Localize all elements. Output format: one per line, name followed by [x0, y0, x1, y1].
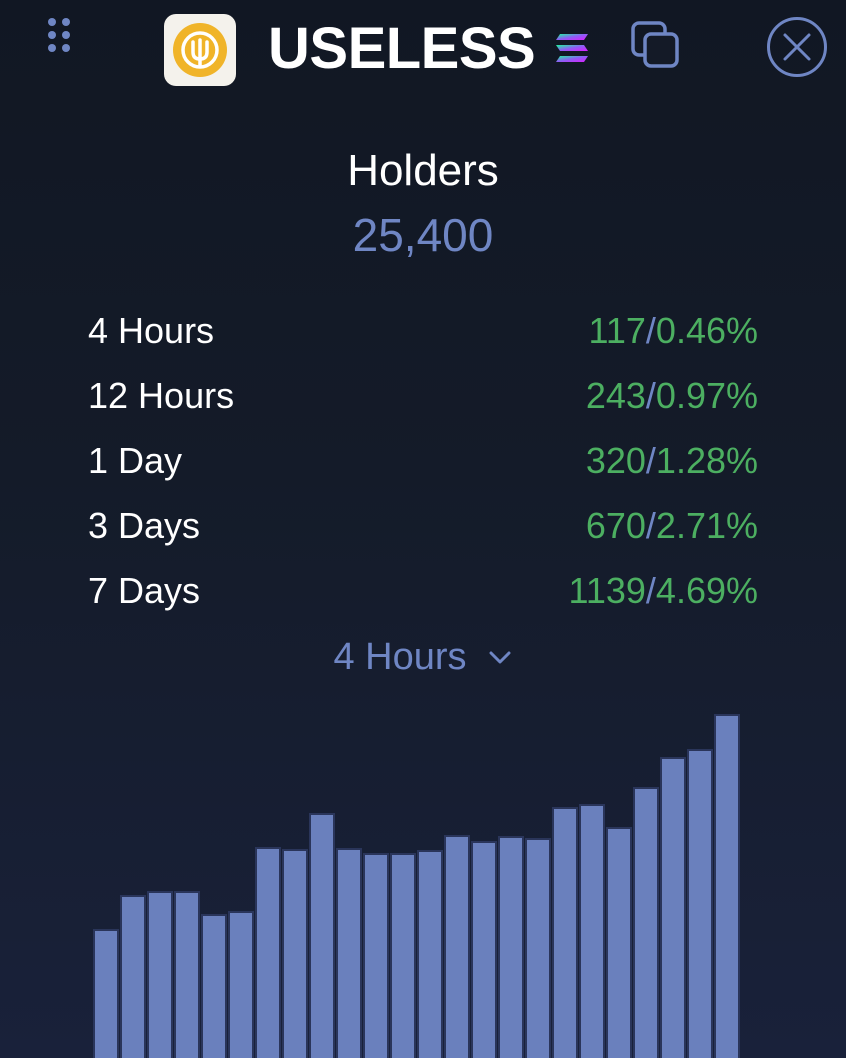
stat-label: 3 Days [88, 504, 201, 546]
stat-separator: / [645, 439, 656, 481]
chart-bar [714, 714, 740, 1058]
chart-bar [687, 749, 713, 1058]
stat-count: 243 [585, 374, 646, 416]
stat-percent: 2.71% [655, 504, 758, 546]
period-dropdown-label: 4 Hours [333, 635, 467, 678]
stat-label: 12 Hours [88, 374, 235, 416]
stat-separator: / [645, 374, 656, 416]
holders-label: Holders [347, 146, 499, 195]
chart-bar [552, 807, 578, 1058]
chart-bar [282, 849, 308, 1058]
stat-count: 117 [588, 309, 646, 351]
stat-percent: 0.97% [655, 374, 758, 416]
chart-bar [363, 853, 389, 1058]
chart-bar [498, 836, 524, 1058]
useless-token-logo [164, 14, 236, 86]
stat-row-7-days: 7 Days 1139/4.69% [88, 558, 758, 623]
stat-separator: / [645, 504, 656, 546]
chart-bar [417, 850, 443, 1058]
stat-label: 4 Hours [88, 309, 215, 351]
stat-row-4-hours: 4 Hours 117/0.46% [88, 298, 758, 363]
token-name: USELESS [268, 16, 536, 81]
stat-label: 7 Days [88, 569, 201, 611]
chevron-down-icon [489, 651, 511, 664]
token-logo-icon [173, 23, 227, 77]
chart-bar [444, 835, 470, 1058]
stat-percent: 0.46% [655, 309, 758, 351]
holders-count: 25,400 [352, 209, 494, 261]
chart-bar [201, 914, 227, 1058]
chart-bar [93, 929, 119, 1058]
stat-percent: 1.28% [655, 439, 758, 481]
stat-percent: 4.69% [655, 569, 758, 611]
close-icon[interactable] [766, 16, 828, 78]
chart-bar [174, 891, 200, 1058]
chart-bar [606, 827, 632, 1058]
chart-bar [147, 891, 173, 1058]
chart-bar [120, 895, 146, 1058]
drag-handle-icon[interactable] [48, 18, 76, 64]
chart-bar [228, 911, 254, 1058]
header-bar: USELESS [0, 0, 846, 100]
stat-count: 670 [585, 504, 646, 546]
chart-bar [633, 787, 659, 1058]
holder-change-stats: 4 Hours 117/0.46% 12 Hours 243/0.97% 1 D… [88, 298, 758, 623]
stat-count: 1139 [568, 569, 646, 611]
holders-bar-chart [88, 700, 748, 1058]
chart-bar [579, 804, 605, 1058]
stat-row-3-days: 3 Days 670/2.71% [88, 493, 758, 558]
stat-value: 1139/4.69% [568, 570, 758, 612]
chart-bar [336, 848, 362, 1058]
stat-separator: / [645, 569, 656, 611]
chart-bar [390, 853, 416, 1058]
chart-bar [525, 838, 551, 1058]
copy-icon[interactable] [630, 20, 682, 70]
stat-separator: / [645, 309, 656, 351]
stat-value: 117/0.46% [589, 310, 759, 352]
chart-bar [471, 841, 497, 1058]
chart-bar [309, 813, 335, 1058]
period-dropdown[interactable]: 4 Hours [0, 632, 846, 682]
stat-label: 1 Day [88, 439, 183, 481]
chart-bar [255, 847, 281, 1058]
stat-value: 670/2.71% [586, 505, 758, 547]
stat-row-12-hours: 12 Hours 243/0.97% [88, 363, 758, 428]
solana-icon [556, 34, 588, 62]
stat-value: 320/1.28% [586, 440, 758, 482]
stat-count: 320 [585, 439, 646, 481]
stat-row-1-day: 1 Day 320/1.28% [88, 428, 758, 493]
bar-chart-svg [93, 714, 740, 1058]
chart-bar [660, 757, 686, 1058]
stat-value: 243/0.97% [586, 375, 758, 417]
